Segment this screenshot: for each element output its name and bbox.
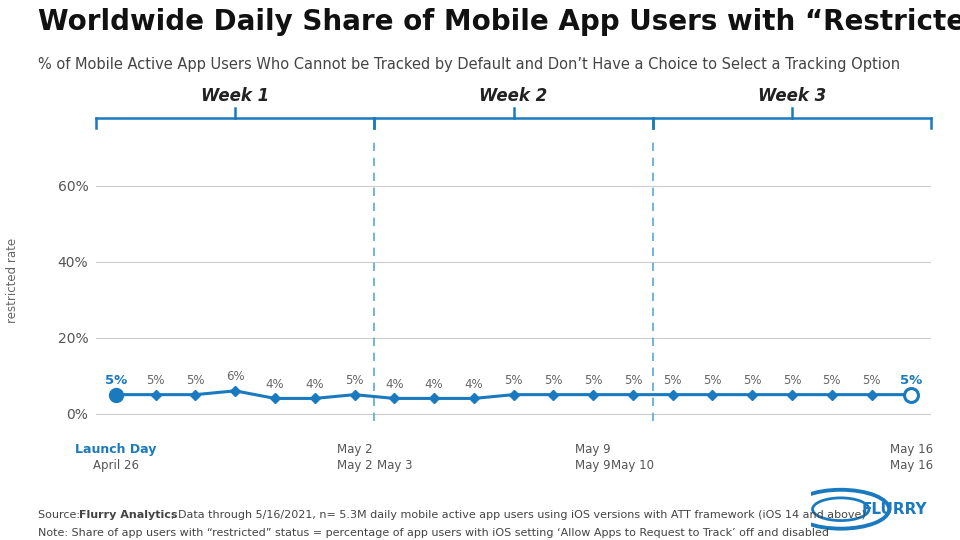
Text: 4%: 4% (465, 378, 483, 391)
Text: FLURRY: FLURRY (862, 502, 927, 517)
Text: 5%: 5% (782, 374, 802, 387)
Text: Note: Share of app users with “restricted” status = percentage of app users with: Note: Share of app users with “restricte… (38, 528, 829, 538)
Text: Launch Day: Launch Day (75, 443, 156, 456)
Text: 5%: 5% (584, 374, 602, 387)
Text: Week 3: Week 3 (757, 87, 827, 105)
Text: Worldwide Daily Share of Mobile App Users with “Restricted” App Tracking: Worldwide Daily Share of Mobile App User… (38, 8, 960, 36)
Text: 5%: 5% (186, 374, 204, 387)
Text: 5%: 5% (663, 374, 682, 387)
Text: May 16: May 16 (890, 443, 933, 456)
Text: Week 1: Week 1 (201, 87, 270, 105)
Text: 5%: 5% (624, 374, 642, 387)
Text: May 16: May 16 (890, 459, 933, 472)
Text: May 2: May 2 (337, 443, 372, 456)
Text: 5%: 5% (823, 374, 841, 387)
Text: 5%: 5% (504, 374, 523, 387)
Text: May 9: May 9 (575, 443, 611, 456)
Text: May 3: May 3 (376, 459, 412, 472)
Text: Source:: Source: (38, 510, 84, 521)
Y-axis label: restricted rate: restricted rate (6, 238, 19, 323)
Text: April 26: April 26 (93, 459, 139, 472)
Text: 4%: 4% (424, 378, 444, 391)
Text: 4%: 4% (385, 378, 403, 391)
Text: 4%: 4% (305, 378, 324, 391)
Text: 5%: 5% (147, 374, 165, 387)
Text: 5%: 5% (743, 374, 761, 387)
Text: Flurry Analytics: Flurry Analytics (79, 510, 178, 521)
Text: May 10: May 10 (612, 459, 655, 472)
Text: % of Mobile Active App Users Who Cannot be Tracked by Default and Don’t Have a C: % of Mobile Active App Users Who Cannot … (38, 57, 900, 72)
Text: 4%: 4% (266, 378, 284, 391)
Text: 5%: 5% (346, 374, 364, 387)
Text: Week 2: Week 2 (479, 87, 548, 105)
Text: 6%: 6% (226, 370, 245, 383)
Text: 5%: 5% (105, 374, 127, 387)
Text: 5%: 5% (900, 374, 923, 387)
Text: 5%: 5% (544, 374, 563, 387)
Text: May 2: May 2 (337, 459, 372, 472)
Text: , Data through 5/16/2021, n= 5.3M daily mobile active app users using iOS versio: , Data through 5/16/2021, n= 5.3M daily … (171, 510, 866, 521)
Text: 5%: 5% (704, 374, 722, 387)
Text: May 9: May 9 (575, 459, 611, 472)
Text: 5%: 5% (862, 374, 880, 387)
